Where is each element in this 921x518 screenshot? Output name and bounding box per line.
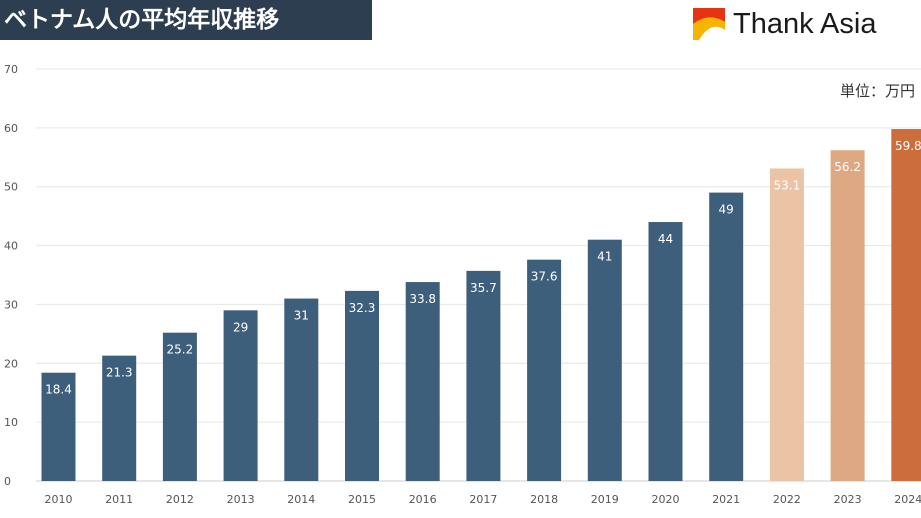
x-tick-label: 2015 bbox=[348, 493, 376, 506]
y-tick-label: 60 bbox=[4, 122, 18, 135]
x-tick-label: 2023 bbox=[834, 493, 862, 506]
page-title: ベトナム人の平均年収推移 bbox=[0, 0, 372, 40]
y-tick-label: 70 bbox=[4, 63, 18, 76]
x-tick-label: 2021 bbox=[712, 493, 740, 506]
x-tick-label: 2020 bbox=[652, 493, 680, 506]
x-tick-label: 2012 bbox=[166, 493, 194, 506]
x-tick-label: 2013 bbox=[227, 493, 255, 506]
x-tick-label: 2014 bbox=[287, 493, 315, 506]
data-label: 49 bbox=[719, 203, 734, 217]
bar bbox=[648, 222, 683, 481]
y-tick-label: 0 bbox=[4, 475, 11, 488]
data-label: 33.8 bbox=[409, 292, 436, 306]
x-tick-label: 2022 bbox=[773, 493, 801, 506]
bar bbox=[709, 192, 744, 481]
x-tick-label: 2017 bbox=[469, 493, 497, 506]
data-label: 59.8 bbox=[895, 139, 921, 153]
bar bbox=[830, 150, 865, 482]
y-tick-label: 30 bbox=[4, 298, 18, 311]
data-label: 29 bbox=[233, 320, 248, 334]
y-axis-ticks: 0 10 20 30 40 50 60 70 bbox=[4, 63, 18, 488]
x-tick-label: 2010 bbox=[45, 493, 73, 506]
bars bbox=[41, 129, 921, 482]
bar bbox=[466, 270, 501, 481]
bar bbox=[162, 332, 197, 481]
bar bbox=[223, 310, 258, 481]
bar bbox=[527, 259, 562, 481]
bar bbox=[891, 129, 921, 481]
data-label: 31 bbox=[294, 309, 309, 323]
y-tick-label: 10 bbox=[4, 416, 18, 429]
data-label: 35.7 bbox=[470, 281, 497, 295]
brand-name: Thank Asia bbox=[733, 8, 877, 40]
x-tick-label: 2024 bbox=[894, 493, 921, 506]
x-axis-ticks: 2010 2011 2012 2013 2014 2015 2016 2017 2018 2019… bbox=[45, 493, 921, 506]
bar bbox=[405, 282, 440, 481]
x-tick-label: 2018 bbox=[530, 493, 558, 506]
data-labels: 18.4 21.3 25.2 29 31 32.3 33.8 35.7 37.6 41 44 49 53… bbox=[45, 139, 921, 397]
x-tick-label: 2016 bbox=[409, 493, 437, 506]
bar bbox=[102, 355, 137, 481]
data-label: 53.1 bbox=[774, 178, 801, 192]
data-label: 44 bbox=[658, 232, 673, 246]
bar bbox=[587, 239, 622, 481]
bar bbox=[41, 372, 76, 481]
data-label: 56.2 bbox=[834, 160, 861, 174]
data-label: 18.4 bbox=[45, 383, 72, 397]
y-tick-label: 40 bbox=[4, 240, 18, 253]
bar bbox=[345, 290, 379, 481]
y-tick-label: 20 bbox=[4, 357, 18, 370]
data-label: 21.3 bbox=[106, 366, 133, 380]
bar bbox=[769, 168, 804, 481]
data-label: 32.3 bbox=[349, 301, 376, 315]
thank-asia-logo-icon bbox=[693, 8, 725, 40]
unit-label: 単位：万円 bbox=[839, 82, 915, 100]
data-label: 37.6 bbox=[531, 270, 558, 284]
y-tick-label: 50 bbox=[4, 181, 18, 194]
data-label: 25.2 bbox=[167, 343, 194, 357]
x-tick-label: 2019 bbox=[591, 493, 619, 506]
data-label: 41 bbox=[597, 250, 612, 264]
x-tick-label: 2011 bbox=[105, 493, 133, 506]
bar bbox=[284, 298, 319, 481]
